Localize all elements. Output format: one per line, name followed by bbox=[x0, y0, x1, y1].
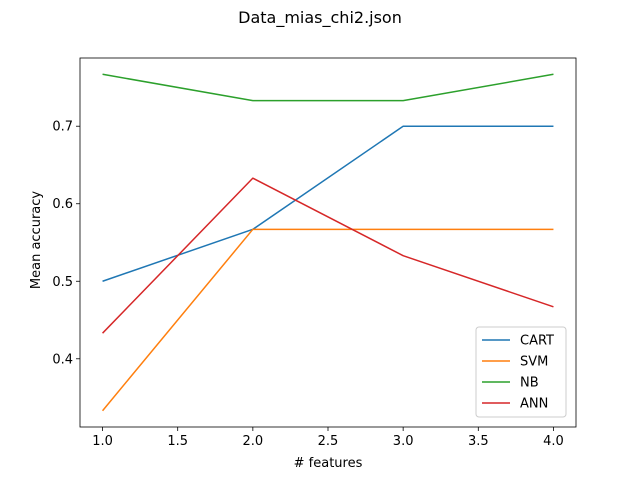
x-tick-label: 3.0 bbox=[393, 434, 414, 449]
y-tick-label: 0.5 bbox=[52, 275, 73, 290]
series-line-cart bbox=[102, 125, 554, 282]
x-tick-label: 4.0 bbox=[543, 434, 564, 449]
legend-label-svm: SVM bbox=[520, 355, 548, 370]
legend: CART SVM NB ANN bbox=[475, 326, 567, 418]
legend-box bbox=[475, 326, 567, 418]
plot-area: 1.0 1.5 2.0 2.5 3.0 3.5 4.0 0.4 0.5 0.6 0.7 bbox=[52, 57, 577, 449]
x-tick-label: 1.5 bbox=[167, 434, 188, 449]
chart-title: Data_mias_chi2.json bbox=[238, 8, 402, 28]
y-axis-label: Mean accuracy bbox=[29, 191, 44, 290]
series-line-nb bbox=[102, 73, 554, 102]
series-line-svm bbox=[101, 228, 554, 412]
x-axis-label: # features bbox=[294, 456, 363, 471]
x-tick-label: 1.0 bbox=[92, 434, 113, 449]
y-tick-label: 0.6 bbox=[52, 197, 73, 212]
y-tick-label: 0.4 bbox=[52, 352, 73, 367]
series-line-ann bbox=[102, 177, 554, 334]
legend-label-nb: NB bbox=[520, 376, 539, 391]
x-tick-label: 2.5 bbox=[318, 434, 339, 449]
x-tick-label: 3.5 bbox=[468, 434, 489, 449]
y-tick-label: 0.7 bbox=[52, 120, 73, 135]
legend-label-ann: ANN bbox=[520, 397, 548, 412]
x-tick-label: 2.0 bbox=[243, 434, 264, 449]
legend-label-cart: CART bbox=[520, 334, 554, 349]
